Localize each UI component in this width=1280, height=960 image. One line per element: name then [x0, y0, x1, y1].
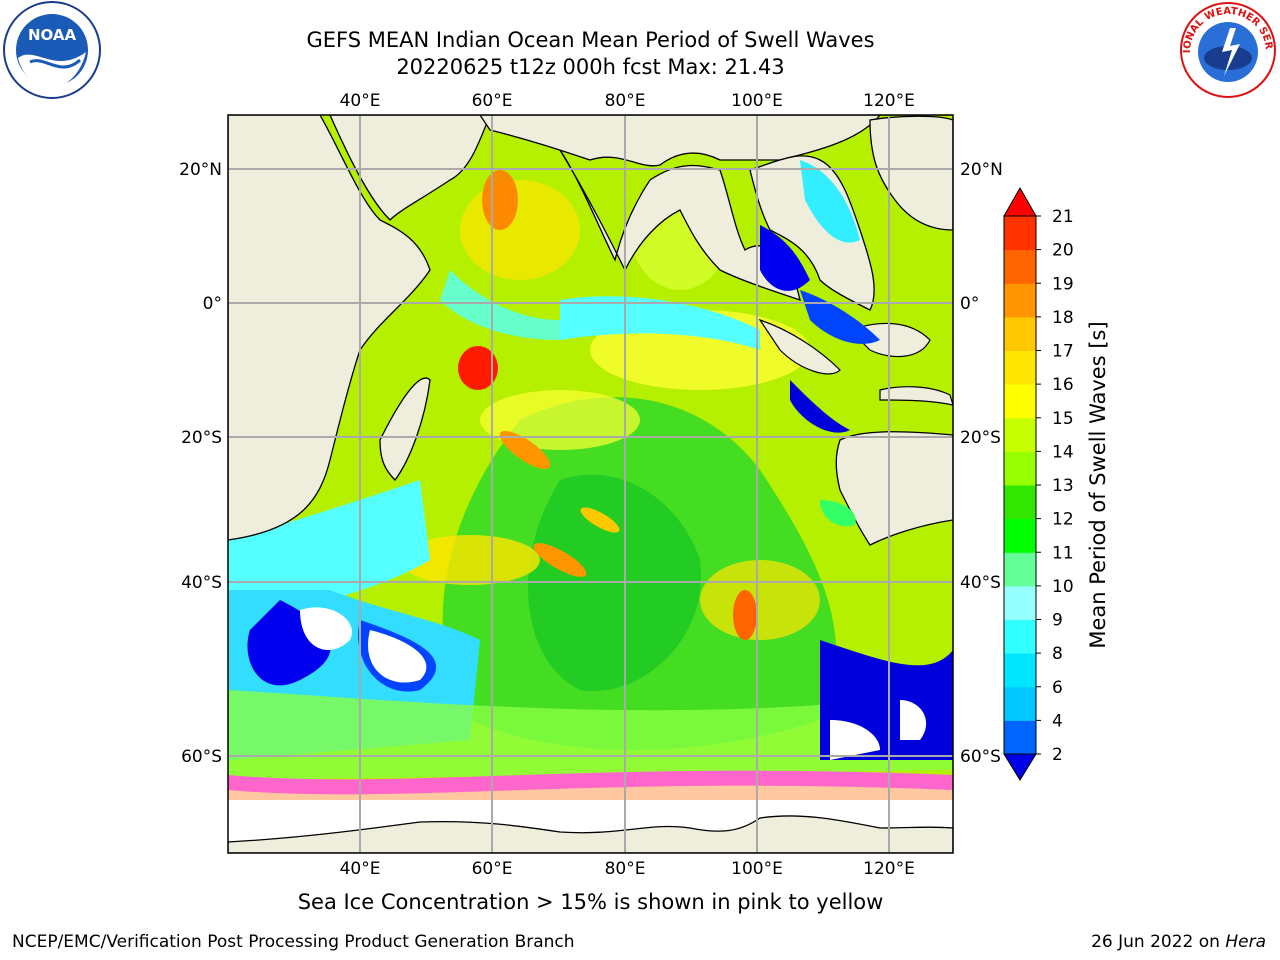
noaa-logo: NOAA: [3, 1, 101, 99]
colorbar-segment: [1004, 720, 1036, 755]
colorbar-tick-label: 20: [1052, 241, 1074, 261]
colorbar-segment: [1004, 653, 1036, 688]
lon-tick: 80°E: [605, 859, 646, 879]
noaa-logo-text: NOAA: [28, 26, 77, 44]
colorbar-tick-label: 10: [1052, 577, 1074, 597]
lat-ticks-left: 20°N 0° 20°S 40°S 60°S: [179, 160, 222, 767]
lon-ticks-top: 40°E 60°E 80°E 100°E 120°E: [340, 91, 915, 111]
colorbar-tick-label: 8: [1052, 644, 1063, 664]
colorbar-tick-label: 14: [1052, 442, 1074, 462]
map-gridlines: [228, 115, 953, 853]
colorbar-tick-label: 11: [1052, 543, 1074, 563]
lon-tick: 80°E: [605, 91, 646, 111]
lat-tick: 0°: [203, 294, 222, 314]
lon-tick: 60°E: [472, 859, 513, 879]
lon-tick: 120°E: [863, 859, 915, 879]
lat-tick: 60°S: [181, 747, 222, 767]
colorbar-segment: [1004, 686, 1036, 721]
colorbar-tick-label: 21: [1052, 207, 1074, 227]
footer-machine: Hera: [1225, 932, 1266, 952]
footer-credit: NCEP/EMC/Verification Post Processing Pr…: [12, 932, 575, 952]
colorbar-label: Mean Period of Swell Waves [s]: [1086, 321, 1110, 648]
lat-tick: 0°: [960, 294, 979, 314]
colorbar-segment: [1004, 350, 1036, 385]
colorbar-segment: [1004, 585, 1036, 620]
colorbar-over-triangle: [1003, 186, 1037, 217]
colorbar-segment: [1004, 417, 1036, 452]
map-frame: [227, 114, 954, 854]
colorbar-segment: [1004, 216, 1036, 251]
lat-tick: 60°S: [960, 747, 1001, 767]
colorbar-tick-label: 17: [1052, 342, 1074, 362]
lat-tick: 20°S: [181, 428, 222, 448]
colorbar-tick-label: 18: [1052, 308, 1074, 328]
colorbar-segment: [1004, 619, 1036, 654]
lon-tick: 40°E: [340, 91, 381, 111]
colorbar: 2 4 6 8 9 10 11 12 13 14 15 16 17 18 19 20 21: [1003, 186, 1074, 781]
colorbar-tick-label: 19: [1052, 274, 1074, 294]
colorbar-segment: [1004, 451, 1036, 486]
lon-tick: 60°E: [472, 91, 513, 111]
lat-tick: 40°S: [181, 573, 222, 593]
chart-subtitle: 20220625 t12z 000h fcst Max: 21.43: [396, 55, 785, 79]
colorbar-segment: [1004, 283, 1036, 318]
colorbar-tick-label: 13: [1052, 476, 1074, 496]
footer-date-text: 26 Jun 2022 on: [1091, 932, 1220, 952]
lat-tick: 40°S: [960, 573, 1001, 593]
colorbar-tick-label: 9: [1052, 611, 1063, 631]
nws-logo: NATIONAL WEATHER SERVICE: [1178, 0, 1276, 98]
lat-ticks-right: 20°N 0° 20°S 40°S 60°S: [960, 160, 1003, 767]
map-field: [228, 115, 953, 853]
colorbar-segment: [1004, 384, 1036, 419]
colorbar-segment: [1004, 485, 1036, 520]
lon-tick: 100°E: [731, 91, 783, 111]
lon-ticks-bottom: 40°E 60°E 80°E 100°E 120°E: [340, 859, 915, 879]
lon-tick: 120°E: [863, 91, 915, 111]
colorbar-tick-label: 16: [1052, 375, 1074, 395]
lon-tick: 100°E: [731, 859, 783, 879]
colorbar-tick-label: 6: [1052, 678, 1063, 698]
lat-tick: 20°N: [960, 160, 1003, 180]
colorbar-tick-label: 15: [1052, 409, 1074, 429]
sea-ice-note: Sea Ice Concentration > 15% is shown in …: [297, 890, 884, 914]
lat-tick: 20°N: [179, 160, 222, 180]
colorbar-segment: [1004, 552, 1036, 587]
lat-tick: 20°S: [960, 428, 1001, 448]
colorbar-under-triangle: [1003, 753, 1037, 781]
colorbar-segment: [1004, 518, 1036, 553]
colorbar-tick-label: 2: [1052, 745, 1063, 765]
colorbar-tick-label: 4: [1052, 711, 1063, 731]
colorbar-segment: [1004, 249, 1036, 284]
colorbar-segment: [1004, 316, 1036, 351]
footer-date: 26 Jun 2022 on Hera: [1091, 932, 1266, 952]
lon-tick: 40°E: [340, 859, 381, 879]
chart-title: GEFS MEAN Indian Ocean Mean Period of Sw…: [306, 28, 875, 52]
colorbar-tick-label: 12: [1052, 510, 1074, 530]
